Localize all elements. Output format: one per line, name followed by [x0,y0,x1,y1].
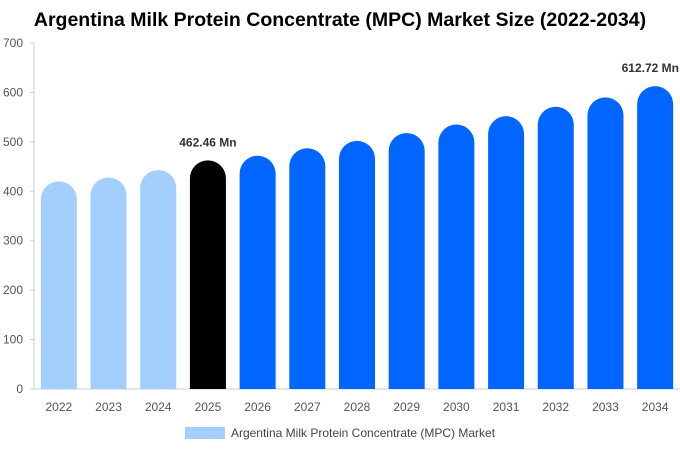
data-label-2034: 612.72 Mn [622,61,679,75]
legend-swatch [184,427,225,439]
x-tick-label: 2025 [195,400,222,414]
x-tick-label: 2028 [344,400,371,414]
bar-2030[interactable] [438,124,475,390]
x-tick-label: 2030 [443,400,470,414]
data-label-2025: 462.46 Mn [179,135,236,149]
x-tick-label: 2023 [95,400,122,414]
bar-2034[interactable] [637,86,674,389]
legend-label: Argentina Milk Protein Concentrate (MPC)… [230,426,496,440]
x-tick-label: 2033 [592,400,619,414]
x-tick-label: 2034 [642,400,669,414]
y-tick-label: 0 [16,382,23,396]
bar-2025[interactable] [189,160,226,389]
x-tick-label: 2032 [542,400,569,414]
y-tick-label: 400 [3,184,23,198]
x-tick-label: 2027 [294,400,321,414]
y-tick-label: 700 [3,36,23,50]
bar-2027[interactable] [289,148,326,389]
x-tick-label: 2024 [145,400,172,414]
bar-2023[interactable] [90,177,127,389]
y-tick-label: 600 [3,85,23,99]
bar-2033[interactable] [587,97,624,389]
y-tick-label: 300 [3,234,23,248]
bar-2024[interactable] [140,170,177,389]
bar-2031[interactable] [488,116,525,389]
legend[interactable]: Argentina Milk Protein Concentrate (MPC)… [0,426,680,440]
bar-2029[interactable] [388,132,425,389]
x-tick-label: 2022 [45,400,72,414]
y-tick-label: 500 [3,135,23,149]
y-tick-label: 100 [3,333,23,347]
bar-2022[interactable] [40,181,77,389]
bar-2026[interactable] [239,155,276,389]
bar-2028[interactable] [339,140,375,389]
x-tick-label: 2031 [493,400,520,414]
x-tick-label: 2026 [244,400,271,414]
chart-title: Argentina Milk Protein Concentrate (MPC)… [33,9,647,31]
x-tick-label: 2029 [393,400,420,414]
bar-2032[interactable] [537,106,574,390]
y-tick-label: 200 [3,283,23,297]
